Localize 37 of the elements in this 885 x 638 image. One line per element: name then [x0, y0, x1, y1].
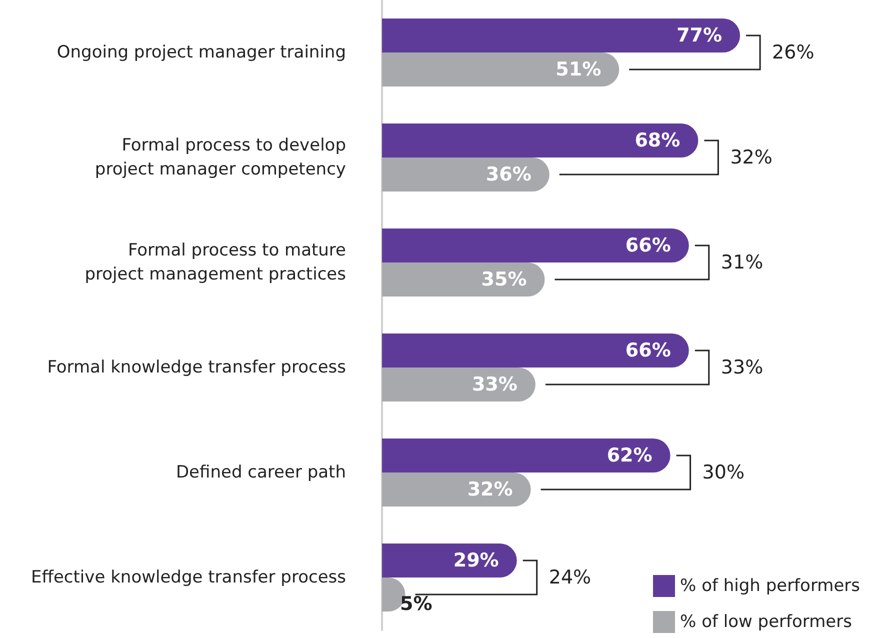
data-label: 5% — [400, 593, 432, 615]
bar — [382, 52, 620, 86]
y-tick-label: Formal knowledge transfer process — [47, 358, 346, 378]
bar — [382, 124, 698, 158]
data-label: 77% — [676, 24, 722, 46]
bar — [382, 438, 670, 472]
annotation: 32% — [730, 146, 772, 168]
bar — [382, 544, 517, 578]
data-label: 68% — [634, 130, 680, 152]
bar — [382, 228, 689, 262]
bar — [382, 472, 531, 506]
text: 26% — [772, 42, 814, 64]
y-tick-label: Effective knowledge transfer process — [31, 568, 346, 588]
data-label: 66% — [625, 234, 671, 256]
data-label: 29% — [453, 550, 499, 572]
bar — [382, 158, 550, 192]
annotation: 31% — [720, 252, 764, 274]
data-label: 62% — [606, 444, 652, 466]
data-label: 32% — [467, 478, 513, 500]
legend-label: % of high performers — [680, 576, 860, 596]
legend-label: % of low performers — [680, 612, 852, 632]
y-tick-label: Ongoing project manager training — [56, 42, 346, 62]
annotation: 24% — [548, 566, 592, 588]
y-tick-label: Formal process to mature project management practices — [84, 240, 346, 284]
data-label: 35% — [481, 268, 527, 290]
bar — [382, 334, 689, 368]
y-tick-label: Formal process to develop project manager competency — [94, 136, 346, 180]
data-label: 33% — [472, 374, 518, 396]
annotation: 33% — [720, 356, 764, 378]
y-tick-label: Defined career path — [176, 462, 346, 482]
data-label: 36% — [486, 164, 532, 186]
bar — [382, 262, 545, 296]
bar — [382, 368, 536, 402]
annotation: 30% — [702, 462, 745, 484]
data-label: 66% — [625, 340, 671, 362]
bar — [382, 18, 740, 52]
data-label: 51% — [556, 58, 602, 80]
